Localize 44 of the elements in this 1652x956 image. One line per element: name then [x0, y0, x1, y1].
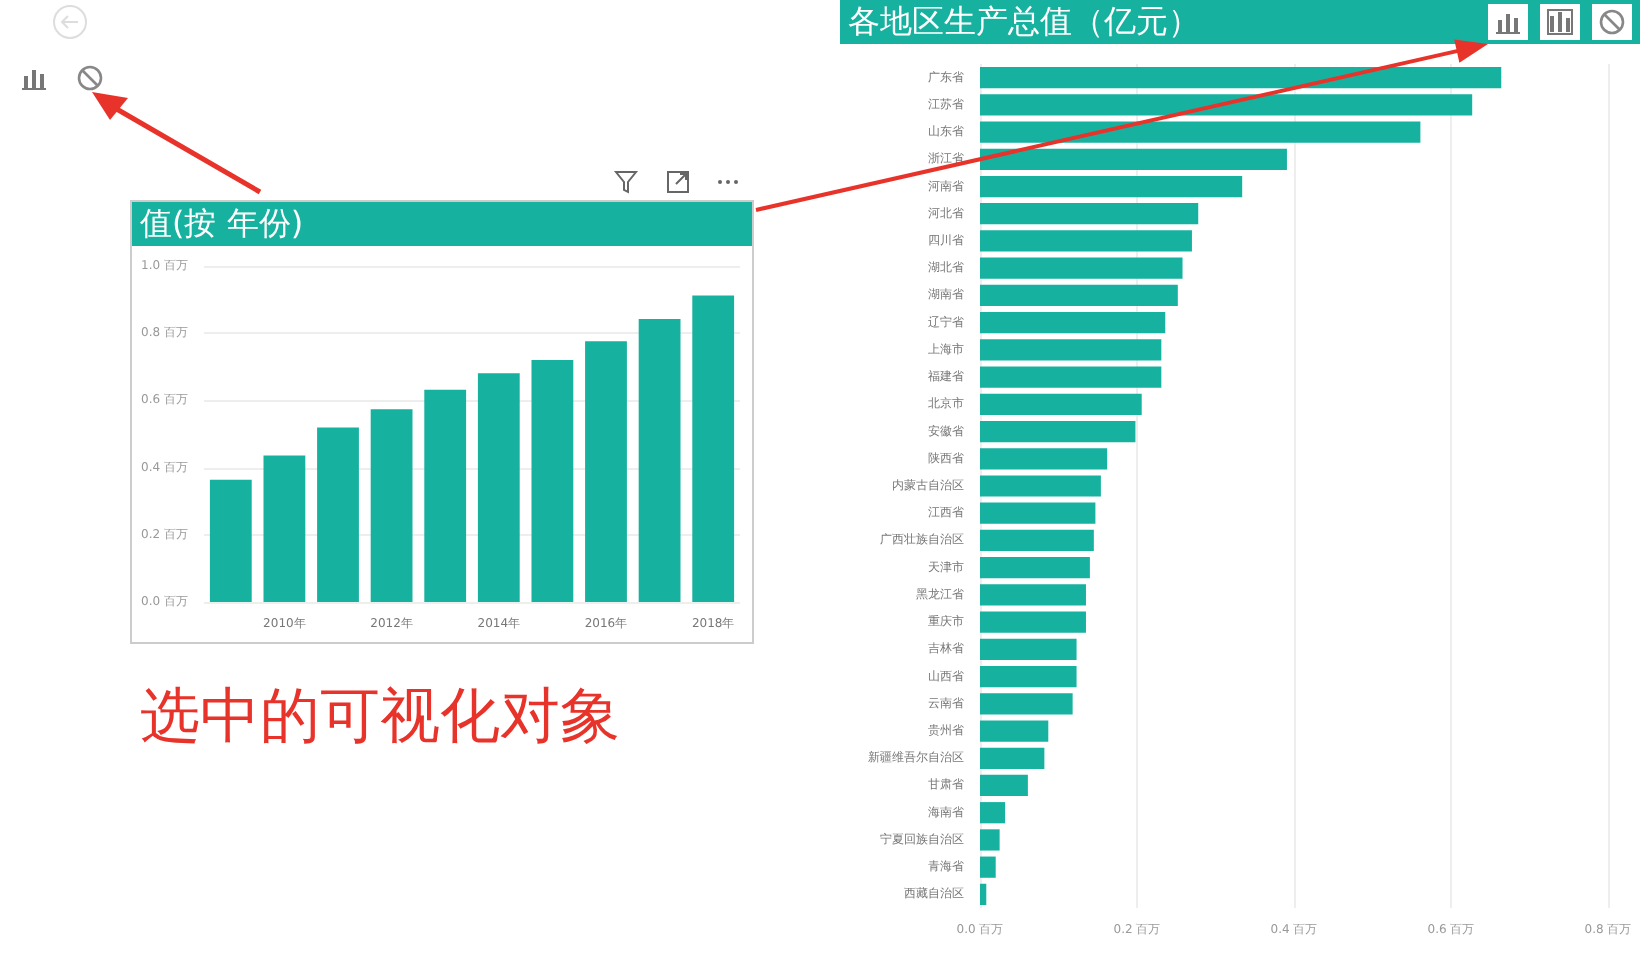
bar [980, 665, 1077, 688]
bar [585, 341, 627, 602]
bar [980, 638, 1077, 660]
bar [980, 802, 1006, 824]
bar [980, 584, 1086, 606]
bar [980, 66, 1502, 89]
bar [980, 393, 1142, 415]
bar [980, 420, 1136, 443]
bar [263, 455, 306, 602]
bar [980, 284, 1178, 307]
bar [980, 230, 1192, 252]
bar [980, 774, 1028, 797]
bar [980, 366, 1162, 388]
bar [980, 339, 1162, 361]
bar [980, 693, 1073, 715]
bar [980, 856, 996, 878]
bar [980, 502, 1096, 524]
bar [980, 257, 1183, 279]
chart-title: 各地区生产总值（亿元） [840, 0, 1640, 44]
bar [980, 312, 1166, 334]
bar [980, 557, 1090, 579]
bar [980, 148, 1287, 170]
bar [980, 448, 1108, 470]
bar [980, 720, 1049, 742]
bar [477, 373, 520, 602]
bar [209, 479, 252, 602]
bar [692, 295, 735, 602]
bar [980, 121, 1421, 143]
bar [638, 319, 681, 602]
bar [317, 427, 359, 602]
bar [980, 829, 1000, 851]
text: 选中的可视化对象 [140, 680, 620, 756]
bar [370, 409, 413, 602]
bar [980, 747, 1045, 769]
chart-title: 值(按 年份) [132, 202, 752, 246]
bar [980, 475, 1101, 497]
bar [531, 360, 574, 602]
bar [980, 529, 1094, 552]
bar [980, 203, 1199, 225]
bar [980, 94, 1473, 116]
bar [980, 611, 1086, 633]
bar [980, 883, 987, 906]
bar [980, 175, 1243, 198]
bar [424, 389, 467, 602]
